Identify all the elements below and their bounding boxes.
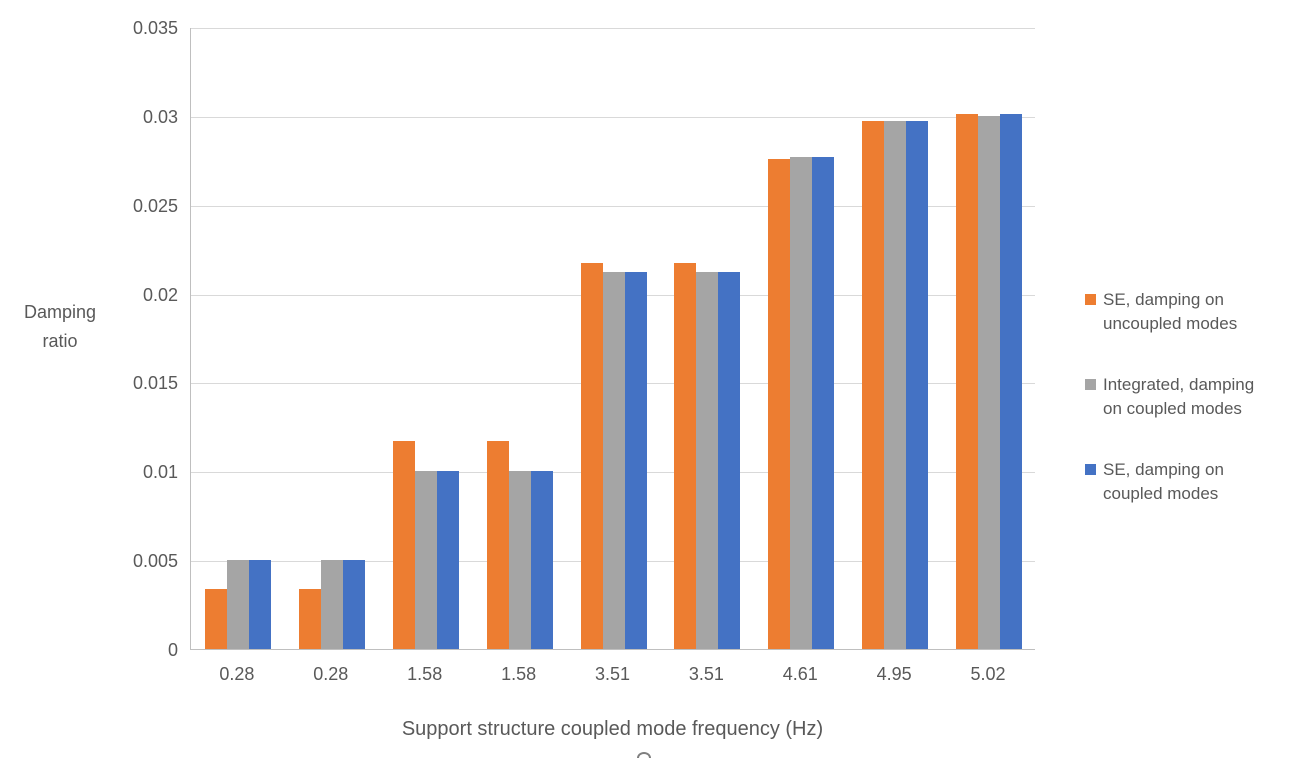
bar-series2-group6 <box>696 272 719 649</box>
x-tick-label: 0.28 <box>219 664 255 684</box>
bar-series3-group9 <box>1000 114 1023 649</box>
legend-label: SE, damping on uncoupled modes <box>1103 290 1238 333</box>
x-tick-label: 5.02 <box>970 664 1006 684</box>
x-tick-label: 4.95 <box>876 664 912 684</box>
y-tick-label: 0 <box>167 640 178 660</box>
bar-series1-group4 <box>486 441 509 649</box>
bar-series3-group5 <box>624 272 647 649</box>
bar-series2-group3 <box>414 471 437 649</box>
x-tick-label: 1.58 <box>501 664 537 684</box>
bar-series1-group2 <box>298 588 321 649</box>
bar-series1-group7 <box>768 158 791 649</box>
y-tick-label: 0.005 <box>132 551 178 572</box>
bar-series3-group2 <box>342 560 365 649</box>
legend: SE, damping on uncoupled modes Integrated… <box>1085 288 1254 506</box>
x-tick-label: 0.28 <box>313 664 349 684</box>
bar-series3-group8 <box>906 121 929 649</box>
y-tick-label: 0.035 <box>132 18 178 38</box>
gridline <box>191 28 1035 29</box>
x-tick-label: 3.51 <box>594 664 630 684</box>
y-tick-label: 0.015 <box>132 373 178 394</box>
bar-series2-group5 <box>602 272 625 649</box>
plot-area <box>190 28 1035 650</box>
bar-series1-group9 <box>956 114 979 649</box>
bar-series2-group4 <box>508 471 531 649</box>
legend-item: Integrated, damping on coupled modes <box>1085 373 1254 421</box>
cutoff-text-fragment <box>637 752 651 758</box>
bar-series3-group4 <box>530 471 553 649</box>
bar-series2-group8 <box>884 121 907 649</box>
gridline <box>191 116 1035 118</box>
bar-series1-group5 <box>580 263 603 649</box>
x-tick-label: 3.51 <box>688 664 724 684</box>
y-tick-label: 0.02 <box>142 284 178 305</box>
x-axis-title: Support structure coupled mode frequency… <box>401 718 824 740</box>
legend-item: SE, damping on uncoupled modes <box>1085 288 1254 336</box>
gridline <box>191 205 1035 207</box>
bar-series1-group8 <box>862 121 885 649</box>
bar-series2-group1 <box>226 560 249 649</box>
bar-series1-group1 <box>204 588 227 649</box>
bar-series3-group6 <box>718 272 741 649</box>
x-tick-label: 4.61 <box>782 664 818 684</box>
bar-series2-group7 <box>790 156 813 649</box>
bar-series3-group1 <box>248 560 271 649</box>
legend-swatch-icon <box>1085 379 1096 390</box>
legend-swatch-icon <box>1085 464 1096 475</box>
bar-series1-group3 <box>392 441 415 649</box>
y-tick-label: 0.01 <box>142 462 178 483</box>
x-tick-label: 1.58 <box>407 664 443 684</box>
y-axis-title: Damping ratio <box>23 302 97 351</box>
legend-label: SE, damping on coupled modes <box>1103 460 1224 503</box>
bar-series2-group9 <box>978 115 1001 649</box>
y-tick-label: 0.03 <box>142 106 178 127</box>
y-tick-label: 0.025 <box>132 195 178 216</box>
bar-series3-group7 <box>812 156 835 649</box>
bar-series3-group3 <box>436 471 459 649</box>
bar-series2-group2 <box>320 560 343 649</box>
bar-series1-group6 <box>674 263 697 649</box>
legend-item: SE, damping on coupled modes <box>1085 458 1254 506</box>
legend-swatch-icon <box>1085 294 1096 305</box>
legend-label: Integrated, damping on coupled modes <box>1103 375 1255 418</box>
